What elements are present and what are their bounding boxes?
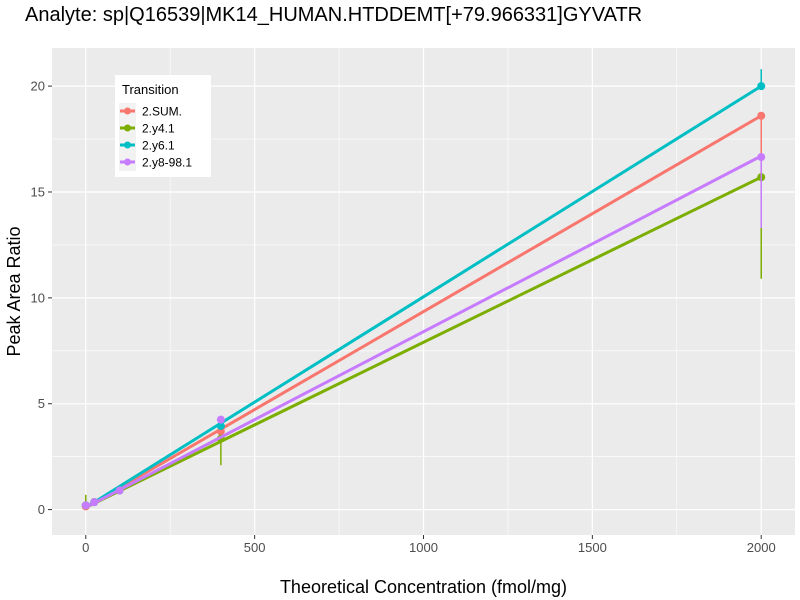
legend: Transition 2.SUM. 2.y4.1 2.y6.1 2.y8-98.1 [115, 75, 211, 177]
fit-line [85, 154, 762, 509]
legend-point [124, 107, 131, 115]
legend-label: 2.y6.1 [142, 139, 175, 153]
data-point [115, 486, 124, 495]
legend-label: 2.SUM. [142, 105, 182, 119]
data-point [757, 111, 766, 120]
x-axis-label: Theoretical Concentration (fmol/mg) [280, 577, 567, 597]
legend-point [124, 124, 131, 132]
legend-point [124, 141, 131, 149]
data-point [757, 82, 766, 91]
fit-line [85, 175, 762, 509]
x-tick-label: 2000 [747, 540, 776, 555]
x-tick-label: 0 [82, 540, 89, 555]
y-axis-label: Peak Area Ratio [4, 226, 24, 356]
data-point [90, 498, 99, 507]
x-tick-label: 1000 [409, 540, 438, 555]
y-tick-label: 10 [31, 290, 45, 305]
data-point [757, 153, 766, 162]
y-tick-label: 20 [31, 79, 45, 94]
legend-label: 2.y8-98.1 [142, 156, 192, 170]
data-point [216, 421, 225, 430]
data-point [216, 415, 225, 424]
legend-point [124, 158, 131, 166]
x-tick-label: 500 [244, 540, 266, 555]
data-point [81, 501, 90, 510]
legend-label: 2.y4.1 [142, 122, 175, 136]
fit-line [85, 114, 762, 509]
fit-line [84, 84, 763, 509]
series-2.y8-98.1 [81, 153, 766, 510]
chart-title: Analyte: sp|Q16539|MK14_HUMAN.HTDDEMT[+7… [25, 4, 643, 26]
y-tick-label: 5 [38, 396, 45, 411]
y-tick-label: 15 [31, 184, 45, 199]
legend-title: Transition [122, 82, 179, 97]
y-tick-label: 0 [38, 502, 45, 517]
x-tick-label: 1500 [578, 540, 607, 555]
